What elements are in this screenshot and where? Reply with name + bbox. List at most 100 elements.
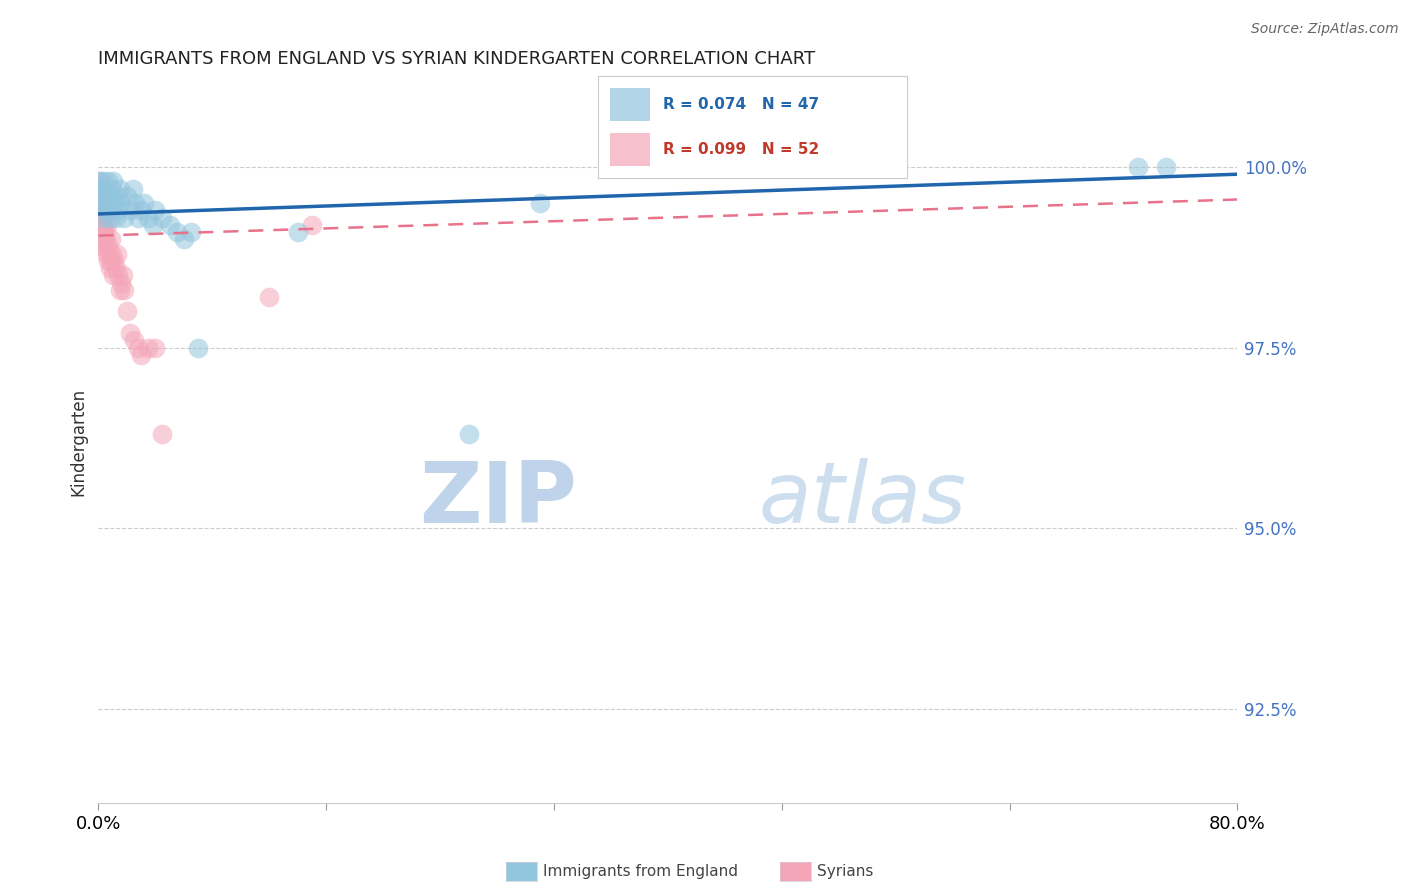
Point xyxy=(93,239,115,253)
Point xyxy=(90,189,112,203)
Point xyxy=(100,232,122,246)
Point xyxy=(96,246,118,260)
Point xyxy=(97,174,120,188)
Point xyxy=(136,211,159,225)
Point xyxy=(98,261,121,276)
Y-axis label: Kindergarten: Kindergarten xyxy=(69,387,87,496)
Point xyxy=(91,196,114,211)
Point xyxy=(90,189,112,203)
Point xyxy=(90,211,112,225)
Point xyxy=(127,211,149,225)
Point xyxy=(101,268,124,283)
Point xyxy=(89,196,111,211)
Point xyxy=(107,203,129,218)
Point xyxy=(98,203,121,218)
Point xyxy=(89,196,111,211)
Point xyxy=(93,232,115,246)
Point xyxy=(1154,160,1177,174)
Point xyxy=(100,254,122,268)
Point xyxy=(94,203,117,218)
Point xyxy=(108,283,131,297)
Point xyxy=(187,341,209,355)
Point xyxy=(100,189,122,203)
Point xyxy=(98,246,121,260)
Point xyxy=(105,189,128,203)
Text: IMMIGRANTS FROM ENGLAND VS SYRIAN KINDERGARTEN CORRELATION CHART: IMMIGRANTS FROM ENGLAND VS SYRIAN KINDER… xyxy=(98,50,815,68)
Point xyxy=(90,196,112,211)
Point xyxy=(105,246,128,260)
Point xyxy=(104,261,127,276)
Point xyxy=(112,211,135,225)
Point xyxy=(96,218,118,232)
Point xyxy=(152,211,174,225)
Point xyxy=(90,211,112,225)
Point xyxy=(180,225,202,239)
Point xyxy=(112,283,135,297)
Point xyxy=(132,196,155,211)
Text: Immigrants from England: Immigrants from England xyxy=(543,864,738,879)
Point xyxy=(118,326,141,341)
Point xyxy=(111,268,134,283)
Point xyxy=(96,189,118,203)
Point xyxy=(166,225,188,239)
Point xyxy=(90,225,112,239)
Point xyxy=(97,239,120,253)
Point xyxy=(159,218,181,232)
Point xyxy=(145,341,167,355)
Point xyxy=(94,196,117,211)
Point xyxy=(145,203,167,218)
Point xyxy=(94,203,117,218)
Point xyxy=(529,196,551,211)
Point xyxy=(136,341,159,355)
Point xyxy=(97,196,120,211)
Point xyxy=(124,196,146,211)
Point xyxy=(103,196,125,211)
Point xyxy=(89,189,111,203)
Point xyxy=(115,189,138,203)
Point xyxy=(173,232,195,246)
Point xyxy=(93,225,115,239)
Point xyxy=(91,218,114,232)
Point xyxy=(152,427,174,442)
Point xyxy=(91,211,114,225)
Point xyxy=(90,196,112,211)
Point xyxy=(98,211,121,225)
Bar xyxy=(610,133,650,166)
Point xyxy=(89,182,111,196)
Point xyxy=(141,218,163,232)
Point xyxy=(89,174,111,188)
Point xyxy=(94,232,117,246)
Text: R = 0.099   N = 52: R = 0.099 N = 52 xyxy=(662,142,818,157)
Point xyxy=(89,182,111,196)
Point xyxy=(301,218,323,232)
Point xyxy=(93,189,115,203)
Point xyxy=(118,203,141,218)
Point xyxy=(1126,160,1149,174)
Point xyxy=(91,203,114,218)
Point xyxy=(101,174,124,188)
Point xyxy=(101,246,124,260)
Point xyxy=(127,341,149,355)
Point xyxy=(287,225,309,239)
Point xyxy=(96,182,118,196)
Point xyxy=(90,203,112,218)
Point xyxy=(97,254,120,268)
Point xyxy=(91,211,114,225)
Text: ZIP: ZIP xyxy=(419,458,576,541)
Point xyxy=(89,174,111,188)
Text: atlas: atlas xyxy=(759,458,967,541)
Point xyxy=(129,203,152,218)
Point xyxy=(259,290,281,304)
Point xyxy=(115,304,138,318)
Point xyxy=(93,174,115,188)
Point xyxy=(91,239,114,253)
Point xyxy=(122,334,145,348)
Point xyxy=(100,196,122,211)
Point xyxy=(91,182,114,196)
Point xyxy=(93,218,115,232)
Point xyxy=(110,196,132,211)
Point xyxy=(94,225,117,239)
Point xyxy=(103,254,125,268)
Point xyxy=(107,268,129,283)
Point xyxy=(108,182,131,196)
